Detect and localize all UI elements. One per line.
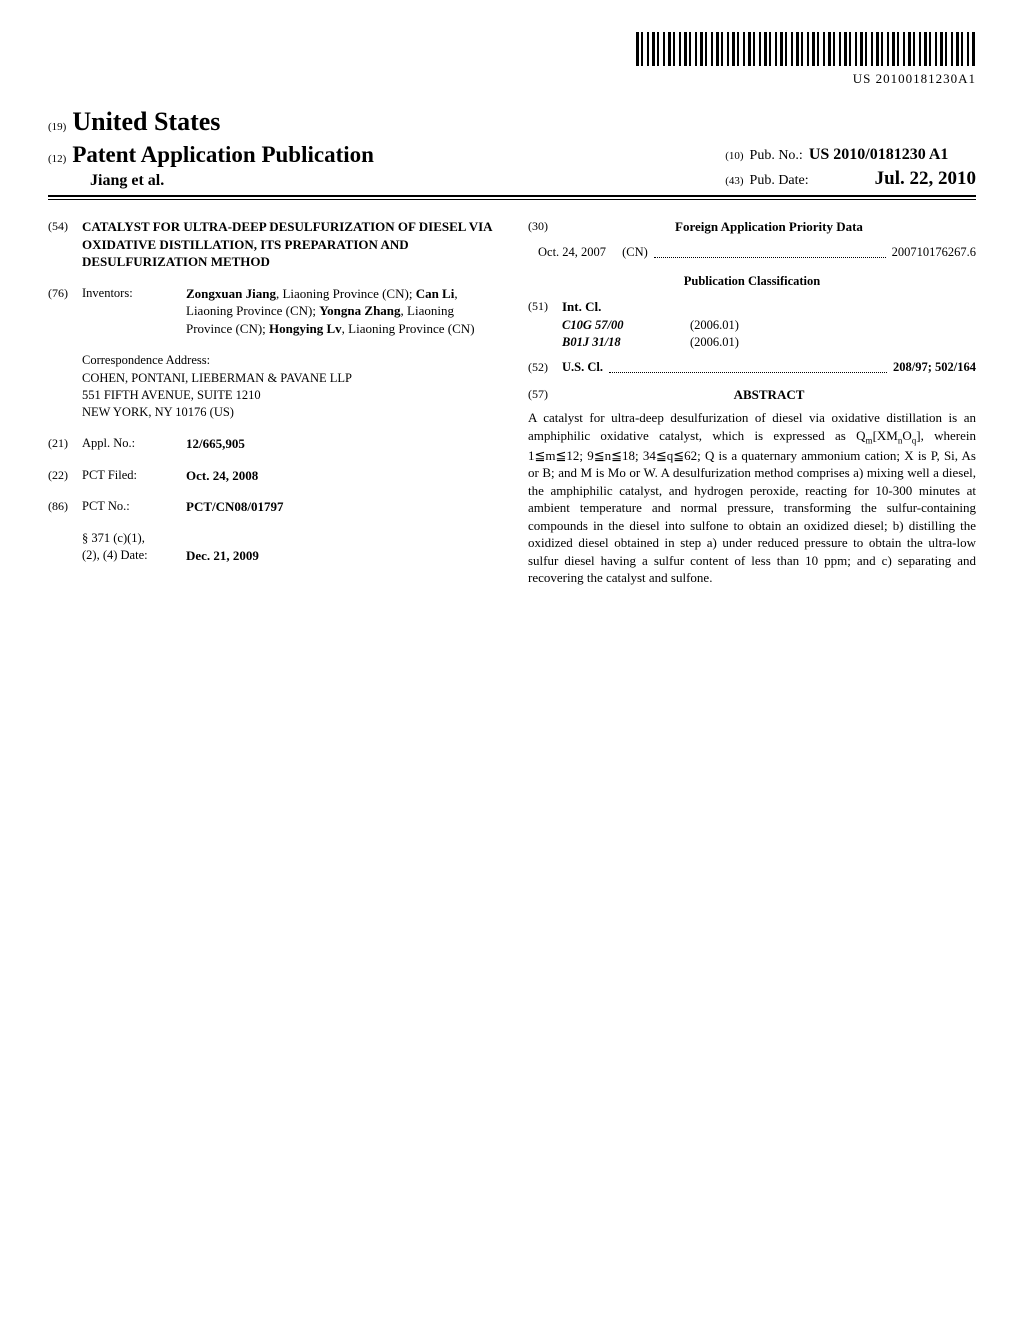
barcode-graphic: [636, 32, 976, 66]
country-name: United States: [72, 104, 220, 139]
pctfiled-field: (22) PCT Filed: Oct. 24, 2008: [48, 467, 496, 485]
correspondence-addr2: NEW YORK, NY 10176 (US): [82, 404, 496, 421]
dots-leader: [654, 244, 886, 258]
foreign-priority-header-row: (30) Foreign Application Priority Data: [528, 218, 976, 236]
s371-field: § 371 (c)(1),: [48, 530, 496, 547]
pctno-field: (86) PCT No.: PCT/CN08/01797: [48, 498, 496, 516]
divider-thin: [48, 199, 976, 200]
uscl-value: 208/97; 502/164: [893, 360, 976, 374]
tag-57: (57): [528, 386, 562, 402]
applno-value: 12/665,905: [186, 436, 245, 451]
foreign-priority-header: Foreign Application Priority Data: [562, 218, 976, 236]
tag-30: (30): [528, 218, 562, 234]
left-column: (54) CATALYST FOR ULTRA-DEEP DESULFURIZA…: [48, 218, 496, 587]
tag-86: (86): [48, 498, 82, 514]
inventors-short: Jiang et al.: [48, 170, 374, 192]
correspondence-block: Correspondence Address: COHEN, PONTANI, …: [82, 352, 496, 422]
intcl1-code: C10G 57/00: [562, 317, 654, 334]
publication-type: Patent Application Publication: [72, 139, 374, 170]
s371-field-2: (2), (4) Date: Dec. 21, 2009: [48, 547, 496, 565]
foreign-cc: (CN): [622, 244, 648, 261]
tag-51: (51): [528, 298, 562, 314]
correspondence-name: COHEN, PONTANI, LIEBERMAN & PAVANE LLP: [82, 370, 496, 387]
applno-field: (21) Appl. No.: 12/665,905: [48, 435, 496, 453]
intcl-list: C10G 57/00 (2006.01) B01J 31/18 (2006.01…: [562, 317, 976, 351]
uscl-field: (52) U.S. Cl. 208/97; 502/164: [528, 359, 976, 376]
applno-label: Appl. No.:: [82, 435, 186, 452]
s371-label2: (2), (4) Date:: [82, 547, 186, 564]
uscl-label: U.S. Cl.: [562, 360, 603, 374]
title-field: (54) CATALYST FOR ULTRA-DEEP DESULFURIZA…: [48, 218, 496, 271]
intcl1-date: (2006.01): [690, 317, 739, 334]
tag-54: (54): [48, 218, 82, 234]
tag-43: (43): [725, 174, 743, 189]
header-right: (10) Pub. No.: US 2010/0181230 A1 (43) P…: [725, 144, 976, 192]
tag-10: (10): [725, 149, 743, 164]
divider-heavy: [48, 195, 976, 197]
intcl-field: (51) Int. Cl.: [528, 298, 976, 316]
dots-leader-2: [609, 359, 887, 373]
s371-date: Dec. 21, 2009: [186, 548, 259, 563]
tag-19: (19): [48, 120, 66, 135]
header-row: (19) United States (12) Patent Applicati…: [48, 104, 976, 192]
pub-date-label: Pub. Date:: [750, 172, 809, 191]
pctfiled-value: Oct. 24, 2008: [186, 468, 258, 483]
tag-22: (22): [48, 467, 82, 483]
tag-12: (12): [48, 152, 66, 167]
intcl2-code: B01J 31/18: [562, 334, 654, 351]
pub-no-label: Pub. No.:: [750, 147, 803, 166]
s371-label1: § 371 (c)(1),: [82, 530, 186, 547]
foreign-priority-row: Oct. 24, 2007 (CN) 200710176267.6: [528, 244, 976, 261]
tag-52: (52): [528, 359, 562, 376]
tag-76: (76): [48, 285, 82, 301]
pubclass-header: Publication Classification: [528, 273, 976, 290]
header-left: (19) United States (12) Patent Applicati…: [48, 104, 374, 192]
right-column: (30) Foreign Application Priority Data O…: [528, 218, 976, 587]
intcl2-date: (2006.01): [690, 334, 739, 351]
correspondence-label: Correspondence Address:: [82, 352, 496, 369]
inventors-list: Zongxuan Jiang, Liaoning Province (CN); …: [186, 285, 496, 338]
pctfiled-label: PCT Filed:: [82, 467, 186, 484]
abstract-header-row: (57) ABSTRACT: [528, 386, 976, 404]
foreign-appno: 200710176267.6: [892, 244, 976, 261]
pctno-label: PCT No.:: [82, 498, 186, 515]
barcode-row: [48, 32, 976, 66]
abstract-text: A catalyst for ultra-deep desulfurizatio…: [528, 409, 976, 587]
inventors-label: Inventors:: [82, 285, 186, 302]
foreign-date: Oct. 24, 2007: [538, 244, 606, 261]
barcode-label: US 20100181230A1: [48, 70, 976, 88]
inventors-field: (76) Inventors: Zongxuan Jiang, Liaoning…: [48, 285, 496, 338]
invention-title: CATALYST FOR ULTRA-DEEP DESULFURIZATION …: [82, 218, 496, 271]
biblio-columns: (54) CATALYST FOR ULTRA-DEEP DESULFURIZA…: [48, 218, 976, 587]
correspondence-addr1: 551 FIFTH AVENUE, SUITE 1210: [82, 387, 496, 404]
intcl-label: Int. Cl.: [562, 299, 601, 314]
abstract-label: ABSTRACT: [562, 386, 976, 404]
tag-21: (21): [48, 435, 82, 451]
pub-no-value: US 2010/0181230 A1: [809, 144, 949, 166]
pctno-value: PCT/CN08/01797: [186, 499, 284, 514]
pub-date-value: Jul. 22, 2010: [875, 166, 976, 192]
